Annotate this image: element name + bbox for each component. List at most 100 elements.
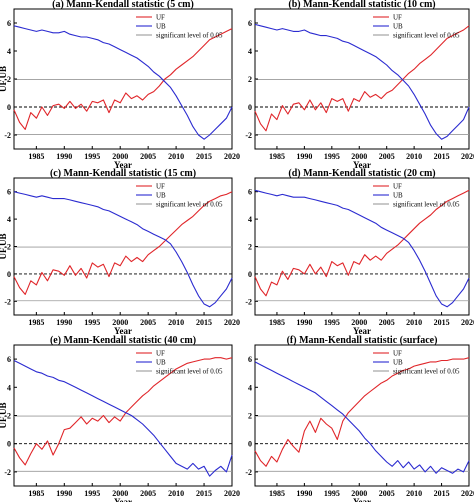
legend-label: significant level of 0.05	[393, 201, 460, 209]
x-tick-label: 1985	[269, 152, 285, 161]
x-tick-label: 1985	[269, 318, 285, 327]
y-tick-label: 2	[248, 243, 252, 252]
x-tick-label: 2015	[434, 489, 450, 498]
y-axis-label: UF,UB	[0, 234, 8, 260]
y-tick-label: 6	[248, 188, 252, 197]
x-tick-label: 2005	[140, 489, 156, 498]
y-tick-label: 0	[248, 270, 252, 279]
x-tick-label: 1990	[296, 489, 312, 498]
series-line-ub	[254, 23, 470, 140]
series-line-uf	[254, 25, 470, 132]
plot-frame	[13, 8, 233, 150]
x-tick-label: 2005	[379, 489, 395, 498]
x-tick-label: 2000	[351, 318, 367, 327]
x-tick-label: 2010	[168, 318, 184, 327]
x-tick-label: 2015	[196, 318, 212, 327]
legend-label: significant level of 0.05	[393, 368, 460, 376]
x-tick-label: 1995	[84, 318, 100, 327]
x-tick-label: 1990	[56, 489, 72, 498]
y-tick-label: 0	[248, 440, 252, 449]
legend-label: UB	[393, 359, 403, 367]
x-tick-label: 2000	[112, 152, 128, 161]
series-line-uf	[13, 357, 233, 466]
y-tick-label: 6	[7, 19, 11, 28]
x-tick-label: 2005	[140, 152, 156, 161]
series-line-uf	[254, 357, 470, 467]
x-tick-label: 2015	[434, 152, 450, 161]
x-axis-label: Year	[114, 160, 132, 170]
series-line-ub	[254, 361, 470, 474]
legend-label: UF	[393, 183, 402, 191]
legend-label: UF	[156, 183, 165, 191]
x-tick-label: 1990	[56, 318, 72, 327]
chart-panel: -2 0 2 4 6 1985 1990 1995 2000 2005 2010 2015 2020 (b…	[245, 0, 474, 170]
y-tick-label: 4	[248, 47, 252, 56]
x-tick-label: 1985	[28, 152, 44, 161]
chart-title: (c) Mann-Kendall statistic (15 cm)	[50, 168, 196, 179]
series-line-uf	[13, 28, 233, 130]
legend-label: UB	[156, 23, 166, 31]
y-tick-label: 4	[248, 383, 252, 392]
plot-frame	[254, 344, 470, 487]
y-tick-label: 6	[248, 19, 252, 28]
y-tick-label: 2	[248, 412, 252, 421]
chart-panel: -2 0 2 4 6 1985 1990 1995 2000 2005 2010 2015 2020 (c…	[0, 168, 240, 336]
chart-title: (f) Mann-Kendall statistic (surface)	[287, 335, 438, 346]
chart-panel: -2 0 2 4 6 1985 1990 1995 2000 2005 2010 2015 2020 (a…	[0, 0, 240, 170]
series-line-uf	[13, 191, 233, 295]
legend-label: significant level of 0.05	[156, 32, 223, 40]
x-tick-label: 2010	[406, 318, 422, 327]
x-tick-label: 1995	[84, 152, 100, 161]
chart-panel: -2 0 2 4 6 1985 1990 1995 2000 2005 2010 2015 2020 (e…	[0, 335, 240, 502]
y-axis-label: UF,UB	[0, 66, 8, 92]
legend-label: UF	[156, 350, 165, 358]
x-tick-label: 2000	[112, 318, 128, 327]
y-tick-label: -2	[4, 468, 11, 477]
x-tick-label: 2000	[351, 152, 367, 161]
legend-label: significant level of 0.05	[393, 32, 460, 40]
x-tick-label: 1995	[324, 318, 340, 327]
x-tick-label: 2010	[168, 152, 184, 161]
series-line-ub	[254, 189, 470, 308]
x-tick-label: 2010	[168, 489, 184, 498]
plot-frame	[254, 177, 470, 316]
x-axis-label: Year	[353, 497, 371, 502]
y-tick-label: -2	[245, 131, 252, 140]
x-tick-label: 1985	[269, 489, 285, 498]
y-tick-label: 6	[7, 188, 11, 197]
chart-title: (e) Mann-Kendall statistic (40 cm)	[50, 335, 196, 346]
series-line-ub	[13, 360, 233, 477]
legend-label: UF	[156, 14, 165, 22]
x-tick-label: 1995	[84, 489, 100, 498]
x-tick-label: 2000	[112, 489, 128, 498]
x-tick-label: 2020	[461, 489, 474, 498]
x-axis-label: Year	[114, 326, 132, 336]
y-tick-label: 4	[7, 47, 11, 56]
x-tick-label: 1990	[296, 318, 312, 327]
x-tick-label: 1985	[28, 489, 44, 498]
series-line-ub	[13, 191, 233, 308]
x-tick-label: 1990	[56, 152, 72, 161]
chart-title: (d) Mann-Kendall statistic (20 cm)	[288, 168, 435, 179]
y-tick-label: -2	[4, 131, 11, 140]
x-tick-label: 2020	[224, 318, 240, 327]
y-tick-label: -2	[245, 297, 252, 306]
y-tick-label: -2	[4, 297, 11, 306]
x-tick-label: 2020	[461, 318, 474, 327]
y-tick-label: 0	[248, 103, 252, 112]
x-tick-label: 2015	[434, 318, 450, 327]
y-tick-label: -2	[245, 468, 252, 477]
x-tick-label: 2005	[379, 318, 395, 327]
chart-panel: -2 0 2 4 6 1985 1990 1995 2000 2005 2010 2015 2020 (f…	[245, 335, 474, 502]
x-tick-label: 1995	[324, 152, 340, 161]
x-tick-label: 2020	[461, 152, 474, 161]
legend-label: UF	[393, 14, 402, 22]
series-line-uf	[254, 189, 470, 297]
chart-panel: -2 0 2 4 6 1985 1990 1995 2000 2005 2010 2015 2020 (d…	[245, 168, 474, 336]
y-tick-label: 4	[248, 215, 252, 224]
